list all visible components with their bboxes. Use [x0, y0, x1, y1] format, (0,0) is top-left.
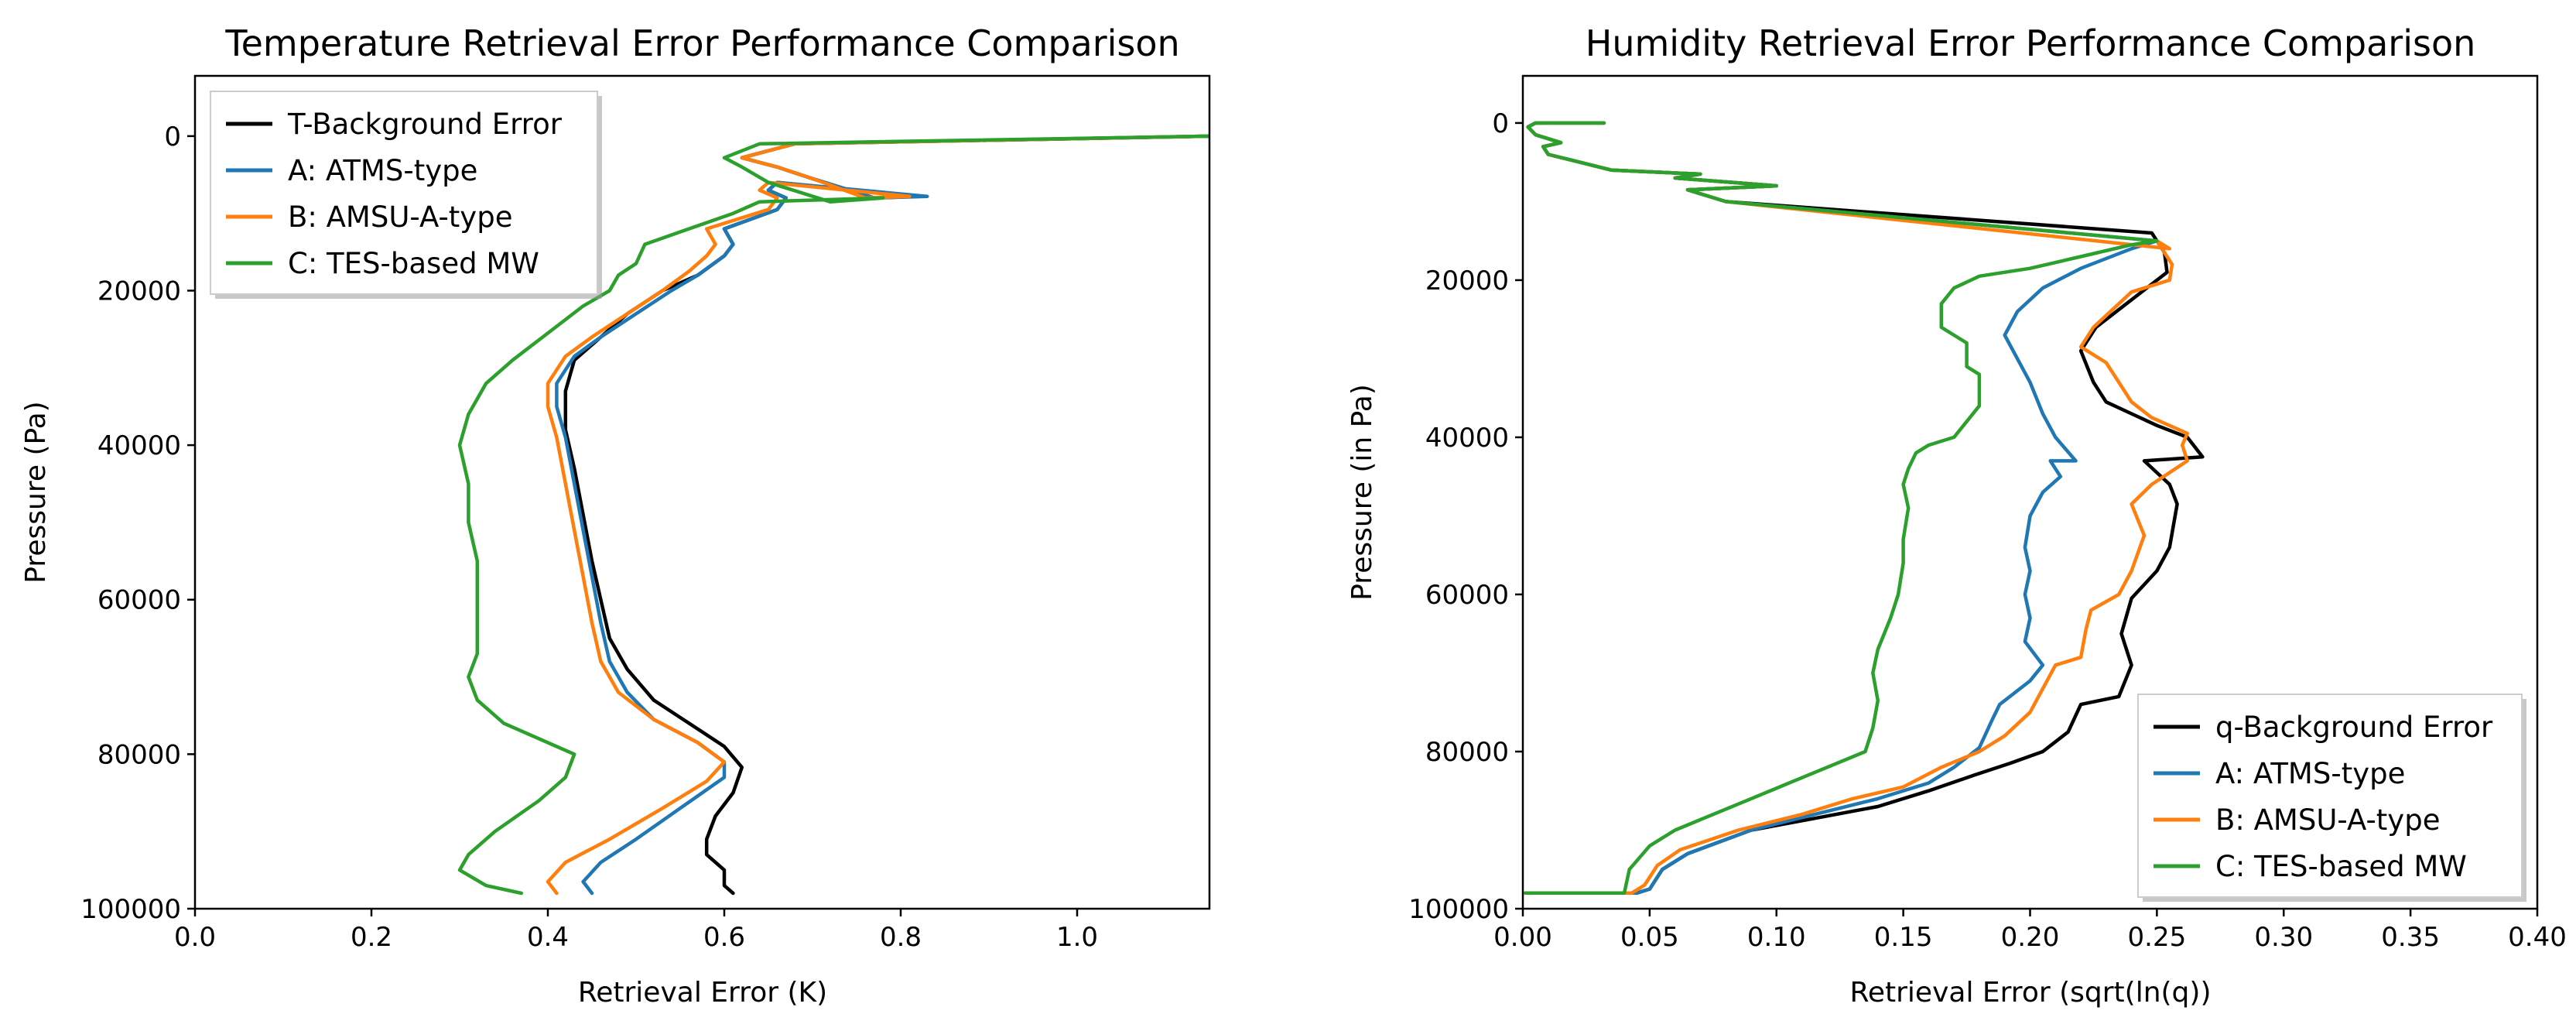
chart-title: Humidity Retrieval Error Performance Com… [1586, 22, 2476, 64]
legend: q-Background Error A: ATMS-type B: AMSU-A-… [2137, 694, 2526, 902]
legend-label-b-amsu-a-type: B: AMSU-A-type [288, 200, 512, 234]
legend-box [210, 91, 598, 295]
series-line-q-background-error [1524, 121, 2205, 895]
y-tick-label: 80000 [97, 739, 181, 770]
legend-label-a-atms-type: A: ATMS-type [2215, 757, 2405, 790]
x-tick-label: 1.0 [1056, 922, 1098, 953]
series-line-c-tes-based-mw [1524, 121, 2159, 895]
legend-label-b-amsu-a-type: B: AMSU-A-type [2215, 803, 2440, 837]
y-tick-label: 100000 [1408, 894, 1509, 925]
y-tick-label: 20000 [97, 276, 181, 307]
x-tick-label: 0.6 [703, 922, 745, 953]
y-axis-label: Pressure (Pa) [20, 401, 52, 583]
legend-box [2137, 694, 2523, 898]
y-tick-label: 60000 [97, 585, 181, 616]
tick-marks [187, 135, 1079, 916]
tick-labels: 0.00 0.05 0.10 0.15 0.20 0.25 0.30 0.35 0.40 0 200… [1408, 108, 2567, 953]
x-tick-label: 0.35 [2381, 922, 2440, 953]
y-tick-label: 0 [164, 122, 181, 152]
y-tick-label: 40000 [1425, 423, 1509, 454]
tick-labels: 0.0 0.2 0.4 0.6 0.8 1.0 0 20000 40000 60000 80000 1… [80, 122, 1098, 953]
x-tick-label: 0.2 [351, 922, 392, 953]
y-axis-label: Pressure (in Pa) [1346, 384, 1378, 601]
legend: T-Background Error A: ATMS-type B: AMSU-A-… [210, 91, 602, 299]
tick-marks [1515, 122, 2539, 916]
x-tick-label: 0.4 [527, 922, 569, 953]
x-tick-label: 0.30 [2254, 922, 2313, 953]
x-tick-label: 0.10 [1747, 922, 1806, 953]
series-line-c-tes-based-mw [457, 134, 1209, 896]
series-line-b-amsu-a-type [546, 134, 1209, 896]
legend-label-q-background-error: q-Background Error [2215, 711, 2493, 744]
x-axis-label: Retrieval Error (K) [578, 977, 827, 1009]
x-tick-label: 0.15 [1874, 922, 1933, 953]
x-tick-label: 0.20 [2001, 922, 2060, 953]
x-tick-label: 0.0 [174, 922, 216, 953]
temperature-chart: Temperature Retrieval Error Performance … [20, 22, 1211, 1009]
x-tick-label: 0.40 [2508, 922, 2567, 953]
plot-frame [193, 74, 1211, 910]
chart-title: Temperature Retrieval Error Performance … [224, 22, 1179, 64]
series-line-b-amsu-a-type [1524, 121, 2189, 895]
x-tick-label: 0.05 [1620, 922, 1679, 953]
x-axis-label: Retrieval Error (sqrt(ln(q)) [1849, 977, 2211, 1009]
series-line-a-atms-type [555, 134, 1209, 896]
x-tick-label: 0.8 [880, 922, 922, 953]
y-tick-label: 20000 [1425, 265, 1509, 296]
y-tick-label: 60000 [1425, 580, 1509, 611]
series-lines [457, 134, 1209, 896]
y-tick-label: 40000 [97, 430, 181, 461]
humidity-chart: Humidity Retrieval Error Performance Com… [1346, 22, 2567, 1009]
legend-label-t-background-error: T-Background Error [287, 108, 563, 141]
legend-label-c-tes-based-mw: C: TES-based MW [288, 247, 539, 280]
x-tick-label: 0.00 [1493, 922, 1552, 953]
legend-label-a-atms-type: A: ATMS-type [288, 154, 477, 187]
series-lines [1524, 121, 2205, 895]
series-line-t-background-error [563, 134, 1209, 896]
legend-label-c-tes-based-mw: C: TES-based MW [2215, 850, 2467, 883]
plot-frame [1521, 74, 2539, 910]
y-tick-label: 0 [1492, 108, 1509, 139]
y-tick-label: 80000 [1425, 737, 1509, 768]
y-tick-label: 100000 [80, 894, 181, 925]
x-tick-label: 0.25 [2128, 922, 2187, 953]
